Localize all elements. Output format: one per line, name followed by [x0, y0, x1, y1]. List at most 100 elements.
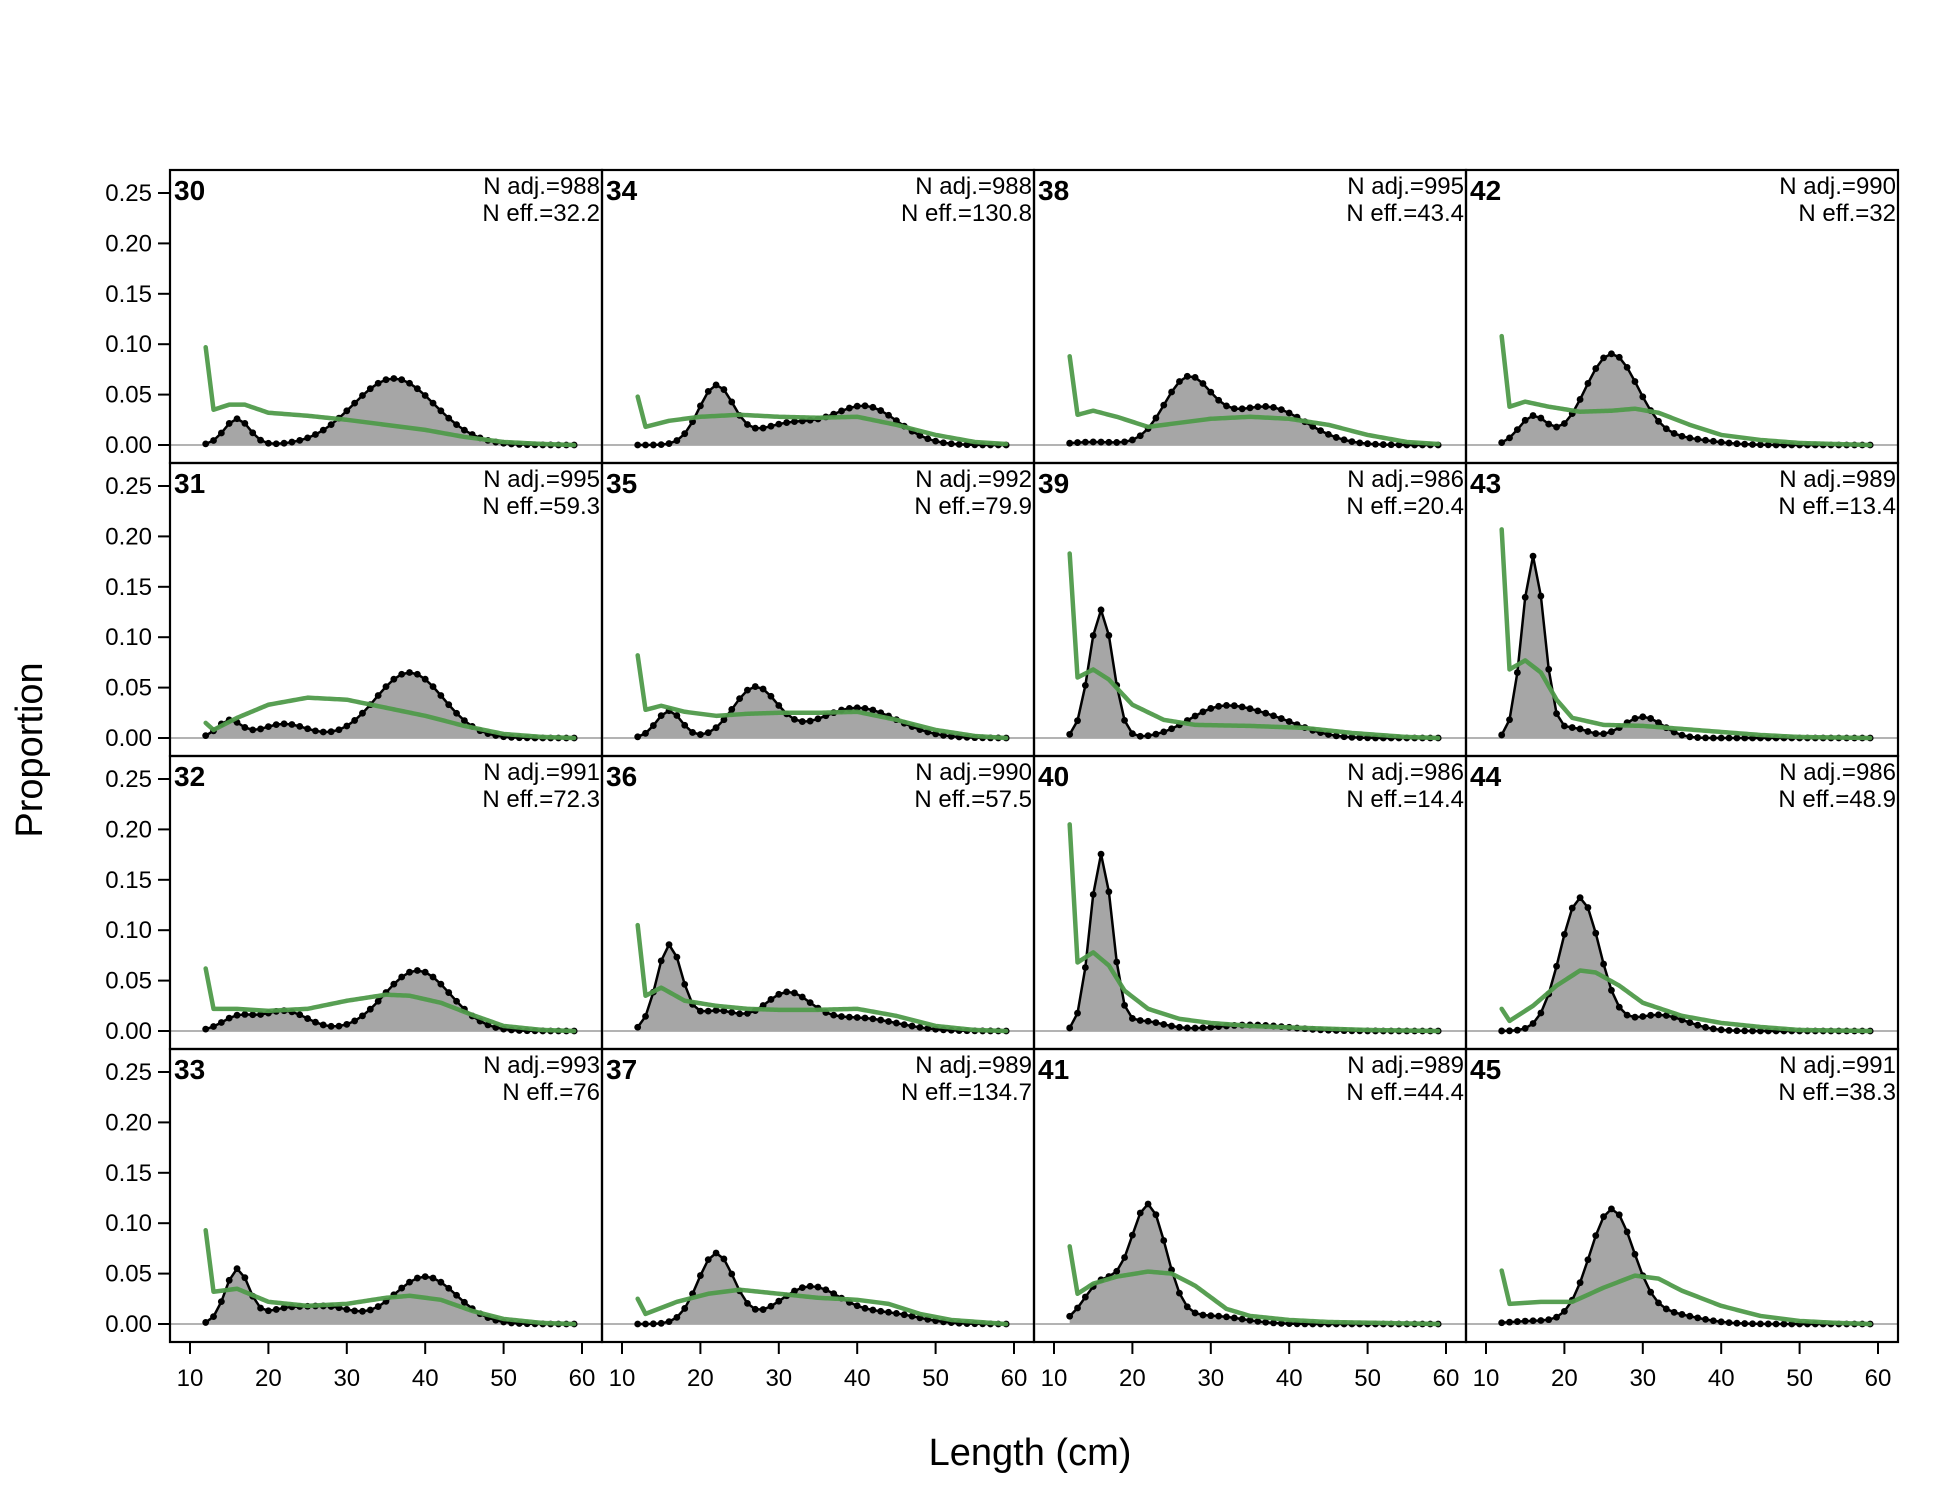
observed-point	[1529, 1020, 1537, 1027]
observed-point	[720, 1255, 728, 1263]
observed-point	[697, 731, 704, 738]
observed-point	[390, 375, 398, 382]
y-tick-label: 0.20	[105, 1109, 152, 1136]
y-tick-label: 0.10	[105, 917, 152, 944]
observed-point	[853, 704, 861, 712]
n-adj-label: N adj.=991	[483, 759, 600, 786]
observed-point	[202, 1319, 210, 1326]
y-tick-label: 0.05	[105, 675, 152, 702]
observed-point	[398, 1284, 406, 1292]
observed-point	[1662, 1012, 1670, 1019]
observed-point	[759, 424, 767, 432]
observed-point	[634, 733, 642, 741]
expected-line	[1067, 1244, 1441, 1327]
observed-point	[1317, 427, 1324, 435]
observed-point	[421, 675, 429, 683]
x-tick-label: 20	[1119, 1365, 1146, 1392]
y-axis-label: Proportion	[9, 662, 51, 837]
observed-point	[861, 402, 869, 410]
n-eff-label: N eff.=43.4	[1346, 200, 1464, 227]
observed-point	[351, 717, 359, 724]
observed-point	[265, 723, 272, 731]
observed-point	[1191, 712, 1199, 720]
observed-point	[1639, 393, 1647, 401]
n-adj-label: N adj.=989	[1347, 1052, 1464, 1079]
n-eff-label: N eff.=48.9	[1778, 786, 1896, 813]
n-adj-label: N adj.=988	[483, 173, 600, 200]
observed-point	[1639, 1013, 1647, 1020]
observed-area	[1069, 376, 1439, 445]
observed-point	[1144, 732, 1152, 740]
observed-point	[814, 1283, 822, 1291]
observed-point	[280, 439, 288, 447]
observed-point	[437, 1278, 445, 1286]
observed-point	[1521, 593, 1529, 601]
observed-point	[1152, 414, 1160, 422]
n-adj-label: N adj.=986	[1347, 759, 1464, 786]
observed-point	[374, 379, 382, 387]
observed-point	[1207, 1312, 1215, 1320]
observed-point	[366, 1005, 374, 1013]
observed-point	[453, 1291, 460, 1299]
observed-point	[327, 1022, 335, 1030]
panel-label: 33	[174, 1054, 205, 1085]
observed-point	[1521, 416, 1529, 424]
observed-point	[233, 415, 241, 423]
observed-point	[217, 429, 225, 437]
observed-point	[453, 709, 460, 717]
y-tick-label: 0.05	[105, 968, 152, 995]
observed-points	[634, 1249, 1010, 1328]
expected-line	[1499, 527, 1873, 741]
y-tick-label: 0.15	[105, 867, 152, 894]
panel-label: 41	[1038, 1054, 1069, 1085]
observed-point	[1725, 1319, 1733, 1327]
observed-point	[1631, 378, 1639, 385]
observed-point	[697, 1272, 704, 1279]
x-tick-label: 60	[1001, 1365, 1028, 1392]
x-tick-label: 40	[1276, 1365, 1303, 1392]
observed-point	[1709, 437, 1717, 445]
n-adj-label: N adj.=993	[483, 1052, 600, 1079]
observed-point	[673, 437, 681, 444]
y-tick-label: 0.15	[105, 281, 152, 308]
observed-point	[1600, 354, 1607, 362]
observed-point	[225, 1014, 233, 1022]
x-tick-label: 50	[490, 1365, 517, 1392]
x-tick-label: 30	[333, 1365, 360, 1392]
observed-point	[359, 1012, 366, 1020]
observed-point	[845, 1013, 853, 1021]
observed-point	[421, 968, 429, 976]
x-tick-label: 20	[1551, 1365, 1578, 1392]
observed-point	[359, 709, 366, 717]
observed-point	[665, 941, 673, 949]
observed-point	[681, 430, 689, 438]
observed-point	[1074, 439, 1081, 446]
observed-point	[877, 1307, 885, 1315]
observed-point	[445, 989, 453, 996]
y-tick-label: 0.05	[105, 382, 152, 409]
observed-point	[1121, 1254, 1128, 1261]
observed-point	[1733, 440, 1741, 448]
observed-point	[885, 1308, 892, 1316]
observed-point	[1136, 1209, 1144, 1217]
observed-point	[783, 988, 791, 996]
x-tick-label: 10	[1473, 1365, 1500, 1392]
observed-point	[720, 1007, 728, 1015]
observed-point	[1662, 1305, 1670, 1313]
observed-point	[249, 1011, 257, 1019]
observed-point	[1168, 725, 1175, 733]
expected-line	[203, 695, 577, 741]
observed-point	[1592, 1232, 1600, 1240]
observed-point	[1285, 409, 1293, 417]
observed-point	[1733, 1319, 1741, 1327]
observed-point	[751, 424, 759, 432]
panel-label: 40	[1038, 761, 1069, 792]
observed-point	[791, 418, 798, 425]
observed-point	[1136, 732, 1144, 740]
observed-point	[343, 1020, 351, 1028]
observed-point	[1262, 709, 1270, 717]
